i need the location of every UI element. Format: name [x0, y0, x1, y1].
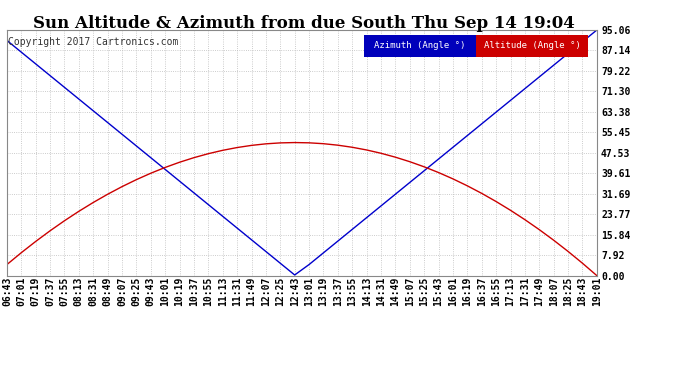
Text: Altitude (Angle °): Altitude (Angle °)	[484, 42, 580, 51]
Text: Azimuth (Angle °): Azimuth (Angle °)	[374, 42, 466, 51]
Text: Sun Altitude & Azimuth from due South Thu Sep 14 19:04: Sun Altitude & Azimuth from due South Th…	[32, 15, 575, 32]
FancyBboxPatch shape	[364, 35, 476, 57]
Text: Copyright 2017 Cartronics.com: Copyright 2017 Cartronics.com	[8, 38, 179, 47]
FancyBboxPatch shape	[476, 35, 588, 57]
